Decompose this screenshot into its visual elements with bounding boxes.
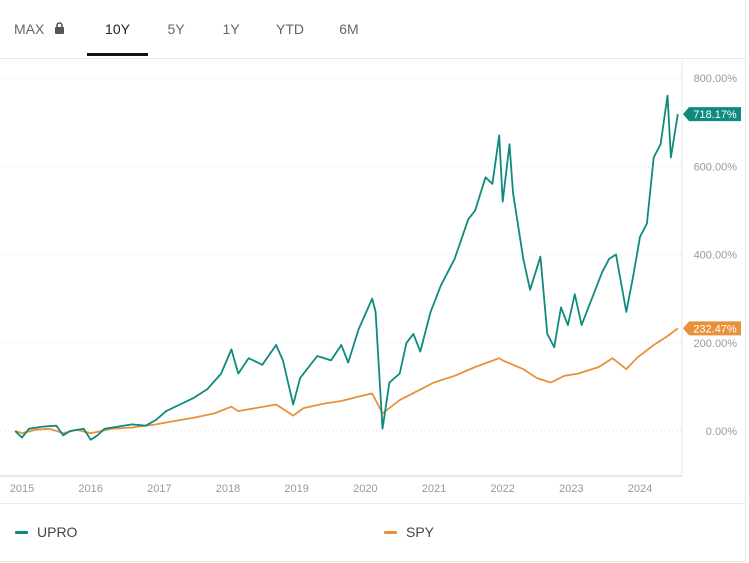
y-tick-label: 800.00% [694, 73, 738, 85]
tab-max[interactable]: MAX [14, 0, 74, 56]
tab-label: MAX [14, 21, 45, 37]
y-tick-label: 200.00% [694, 338, 738, 350]
y-tick-label: 400.00% [694, 250, 738, 262]
tab-label: 6M [339, 21, 359, 37]
tab-label: YTD [276, 21, 304, 37]
badge-shape [683, 107, 741, 122]
badge-shape [683, 321, 741, 336]
tab-label: 5Y [167, 21, 185, 37]
last-value-badge-spy: 232.47% [683, 321, 741, 336]
legend-label: SPY [406, 524, 435, 540]
x-tick-label: 2017 [147, 483, 171, 495]
timeframe-tabs: MAX 10Y 5Y 1Y YTD 6M [0, 0, 745, 59]
x-tick-label: 2018 [216, 483, 240, 495]
badge-label: 232.47% [693, 323, 737, 335]
tab-6m[interactable]: 6M [333, 0, 365, 56]
performance-chart: 0.00% 200.00% 400.00% 600.00% 800.00% 2015 201… [0, 60, 741, 495]
x-tick-label: 2020 [353, 483, 377, 495]
tab-ytd[interactable]: YTD [270, 0, 310, 56]
x-tick-label: 2024 [628, 483, 652, 495]
x-tick-label: 2023 [559, 483, 583, 495]
legend-divider [0, 503, 745, 504]
x-tick-label: 2015 [10, 483, 34, 495]
x-tick-label: 2019 [284, 483, 308, 495]
tab-5y[interactable]: 5Y [160, 0, 192, 56]
lock-icon [54, 0, 65, 58]
tab-1y[interactable]: 1Y [215, 0, 247, 56]
legend-item-spy[interactable]: SPY [384, 522, 434, 542]
x-tick-label: 2021 [422, 483, 446, 495]
tab-label: 1Y [222, 21, 240, 37]
legend-swatch-spy [384, 530, 397, 534]
active-tab-indicator [87, 53, 148, 56]
series-line-spy [14, 327, 679, 435]
legend-swatch-upro [15, 530, 28, 534]
legend-label: UPRO [37, 524, 78, 540]
x-tick-label: 2016 [78, 483, 102, 495]
y-tick-label: 600.00% [694, 161, 738, 173]
last-value-badge-upro: 718.17% [683, 107, 741, 122]
tab-label: 10Y [105, 21, 130, 37]
tab-10y[interactable]: 10Y [87, 0, 148, 56]
badge-label: 718.17% [693, 109, 737, 121]
y-tick-label: 0.00% [706, 426, 737, 438]
series-line-upro [14, 94, 679, 441]
legend-item-upro[interactable]: UPRO [15, 522, 77, 542]
x-tick-label: 2022 [490, 483, 514, 495]
